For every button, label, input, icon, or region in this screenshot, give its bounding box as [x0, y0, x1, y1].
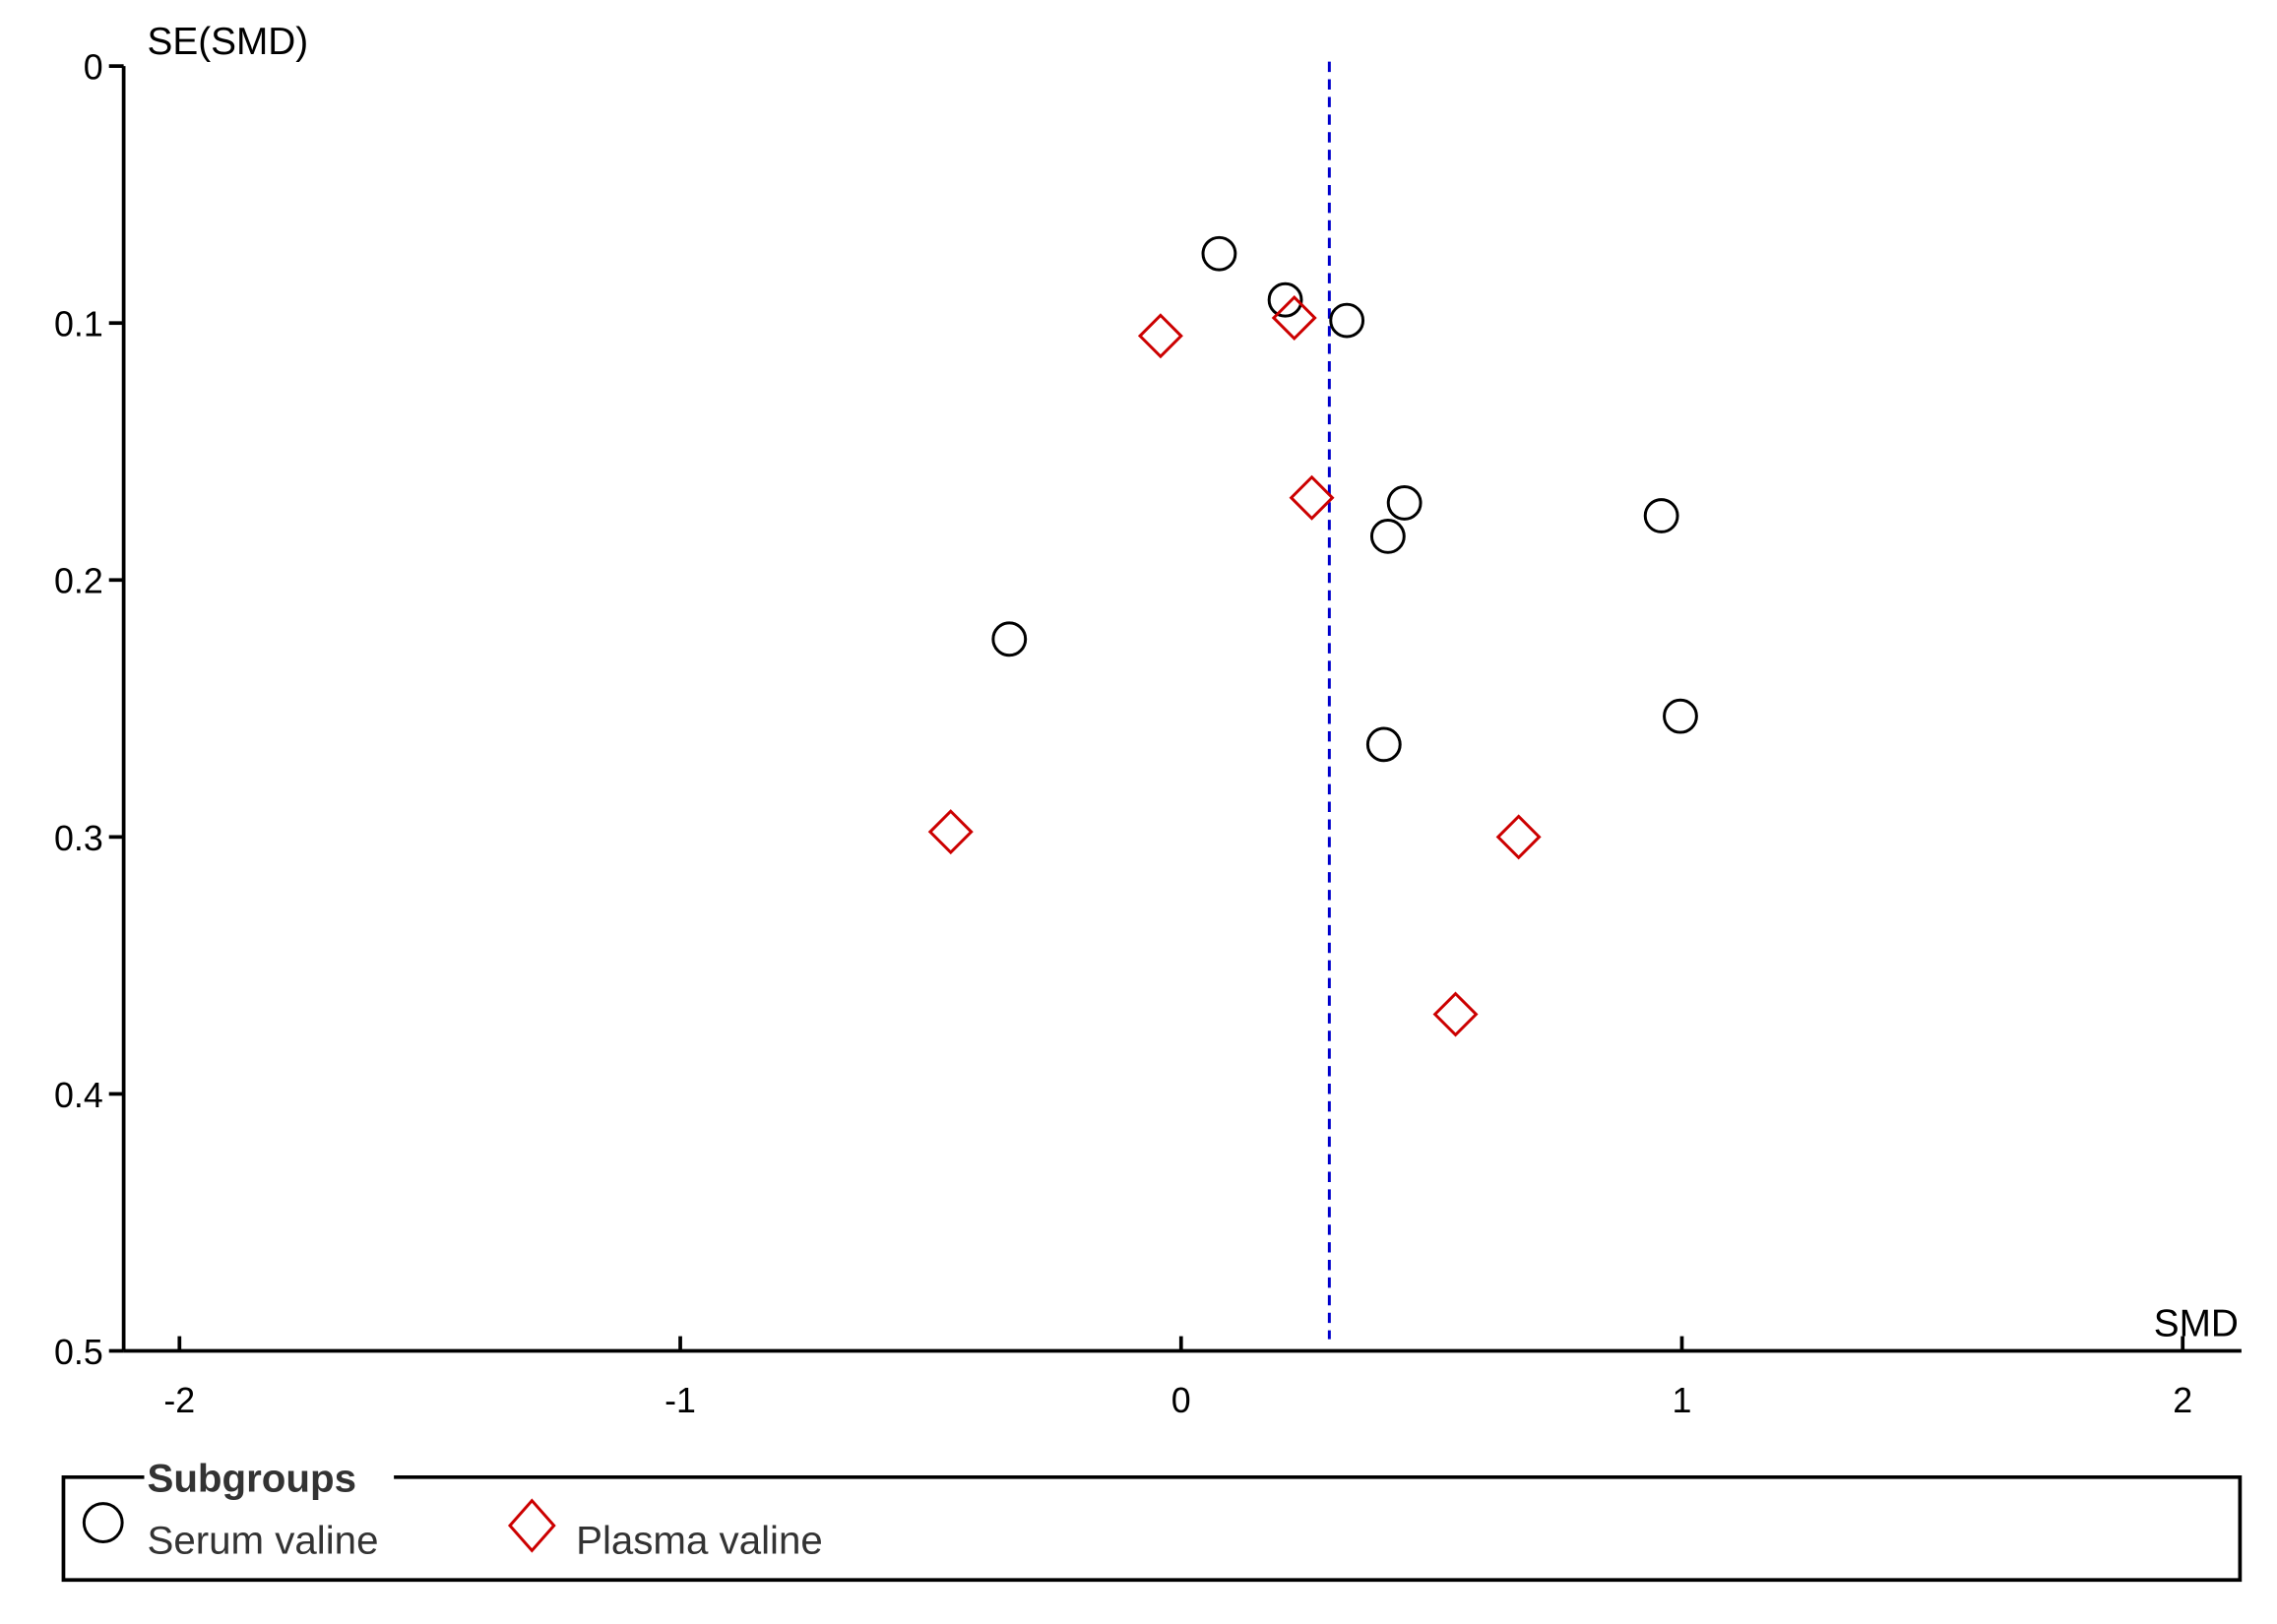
- x-axis-label: SMD: [2154, 1303, 2239, 1345]
- serum-valine-point: [1329, 302, 1365, 339]
- plasma-valine-point: [927, 809, 974, 855]
- x-tick-label: 2: [2173, 1381, 2192, 1420]
- serum-valine-point: [1365, 726, 1402, 763]
- legend-diamond-marker: [507, 1498, 556, 1553]
- y-tick-label: 0.4: [54, 1076, 103, 1115]
- serum-valine-point: [1386, 485, 1423, 521]
- plasma-valine-point: [1271, 294, 1317, 341]
- serum-valine-point: [1201, 235, 1237, 272]
- x-tick-label: 1: [1673, 1381, 1692, 1420]
- plasma-valine-point: [1137, 313, 1183, 359]
- y-tick-label: 0.5: [54, 1333, 103, 1372]
- axes: [121, 66, 2242, 1353]
- plasma-valine-point: [1432, 991, 1479, 1037]
- plasma-valine-point: [1289, 474, 1335, 521]
- legend-box: [61, 1474, 2243, 1583]
- serum-valine-point: [991, 621, 1028, 657]
- y-tick-label: 0.2: [54, 562, 103, 601]
- x-tick-label: -2: [163, 1381, 195, 1420]
- y-tick-label: 0.3: [54, 819, 103, 858]
- serum-valine-point: [1643, 498, 1679, 533]
- y-tick-label: 0: [84, 48, 103, 88]
- legend-circle-marker: [82, 1502, 124, 1543]
- legend-label-plasma: Plasma valine: [576, 1518, 823, 1562]
- serum-valine-point: [1369, 519, 1406, 554]
- serum-valine-point: [1267, 281, 1303, 318]
- legend: Subgroups Serum valine Plasma valine: [61, 1457, 2243, 1583]
- y-tick-label: 0.1: [54, 305, 103, 344]
- x-tick-label: 0: [1171, 1381, 1191, 1420]
- plasma-valine-point: [1495, 814, 1542, 860]
- legend-title: Subgroups: [147, 1457, 356, 1501]
- legend-label-serum: Serum valine: [147, 1518, 378, 1562]
- x-tick-label: -1: [664, 1381, 696, 1420]
- serum-valine-point: [1663, 698, 1698, 734]
- y-axis-label: SE(SMD): [147, 21, 308, 63]
